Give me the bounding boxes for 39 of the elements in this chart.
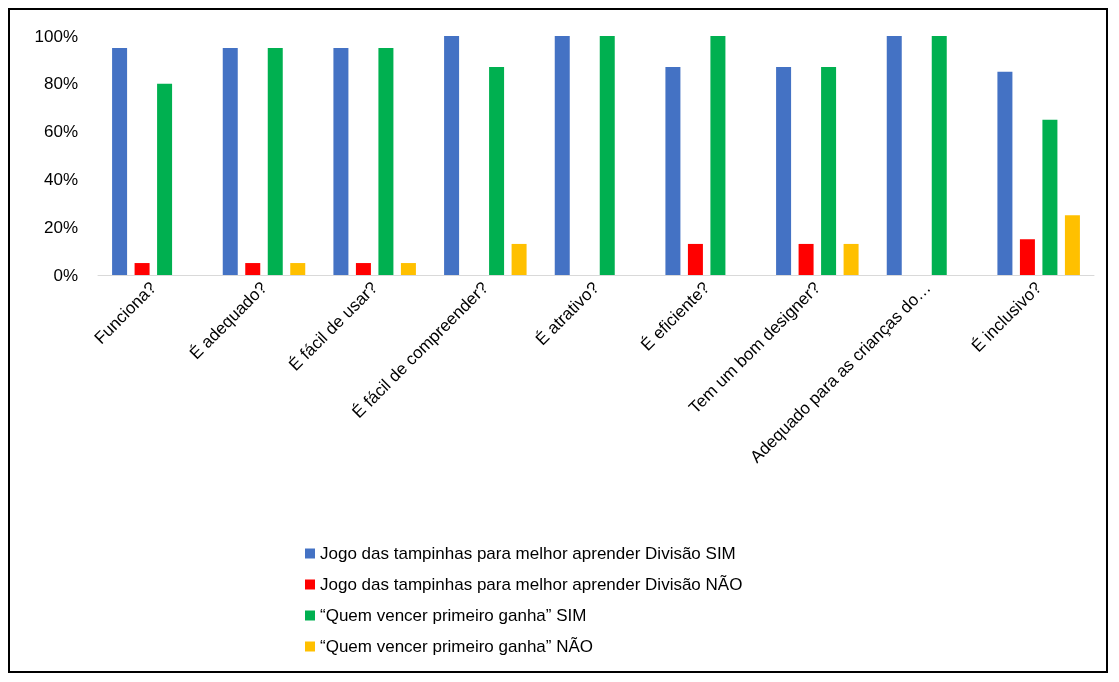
y-tick-label: 80% xyxy=(43,74,78,94)
bar xyxy=(222,47,238,275)
bar xyxy=(931,36,947,275)
bar xyxy=(821,67,837,275)
bar xyxy=(710,36,726,275)
bar xyxy=(665,67,681,275)
bar xyxy=(157,83,173,275)
bar xyxy=(267,47,283,275)
bar xyxy=(798,243,814,275)
bar xyxy=(333,47,349,275)
bar xyxy=(1042,119,1058,275)
bar xyxy=(886,36,902,275)
legend-label: “Quem vencer primeiro ganha” SIM xyxy=(320,606,587,625)
y-tick-label: 40% xyxy=(43,169,78,189)
y-tick-label: 20% xyxy=(43,217,78,237)
bar xyxy=(245,263,261,275)
bar xyxy=(511,243,527,275)
bar xyxy=(134,263,150,275)
bar xyxy=(355,263,371,275)
bar xyxy=(290,263,306,275)
bar xyxy=(776,67,792,275)
bar xyxy=(997,71,1013,275)
bar xyxy=(843,243,859,275)
legend-label: “Quem vencer primeiro ganha” NÃO xyxy=(320,637,594,656)
y-tick-label: 0% xyxy=(53,265,78,285)
bar xyxy=(554,36,570,275)
legend-label: Jogo das tampinhas para melhor aprender Divisão NÃO xyxy=(320,575,743,594)
bar xyxy=(378,47,394,275)
bar xyxy=(489,67,505,275)
bar xyxy=(444,36,460,275)
y-tick-label: 60% xyxy=(43,122,78,142)
legend-label: Jogo das tampinhas para melhor aprender Divisão SIM xyxy=(320,544,736,563)
bar xyxy=(1019,239,1035,275)
bar xyxy=(687,243,703,275)
bar xyxy=(599,36,615,275)
bar xyxy=(112,47,128,275)
bar xyxy=(1064,215,1080,275)
bar xyxy=(400,263,416,275)
y-tick-label: 100% xyxy=(34,26,78,46)
